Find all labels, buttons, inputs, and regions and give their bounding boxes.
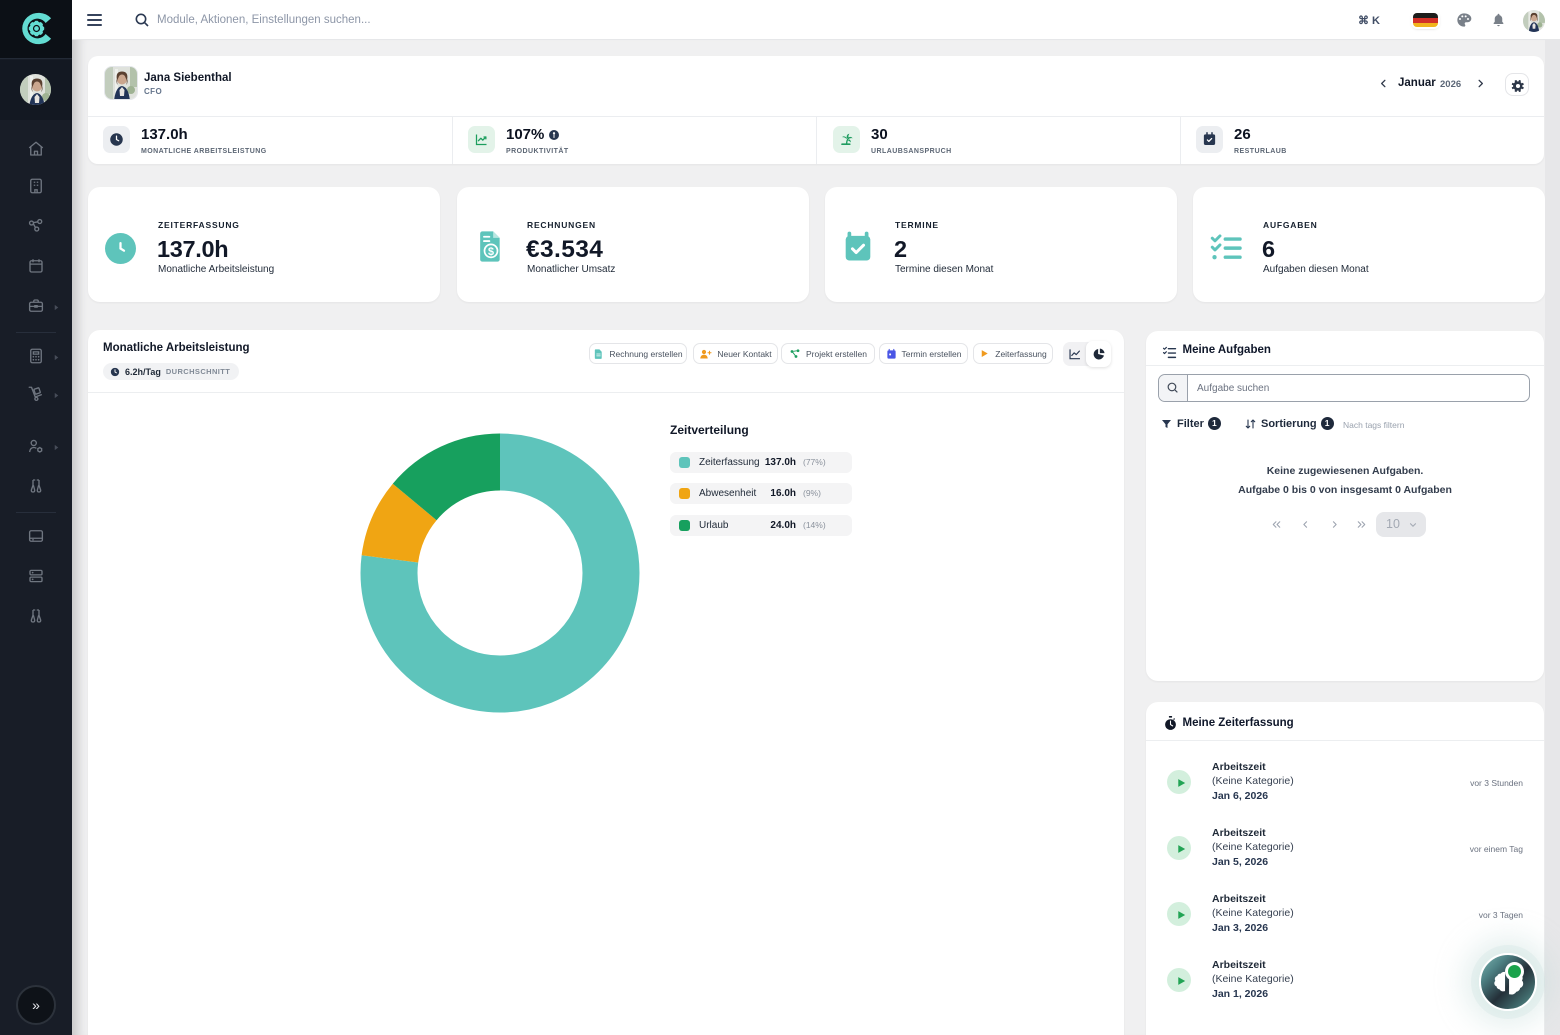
svg-text:$: $	[488, 246, 494, 258]
